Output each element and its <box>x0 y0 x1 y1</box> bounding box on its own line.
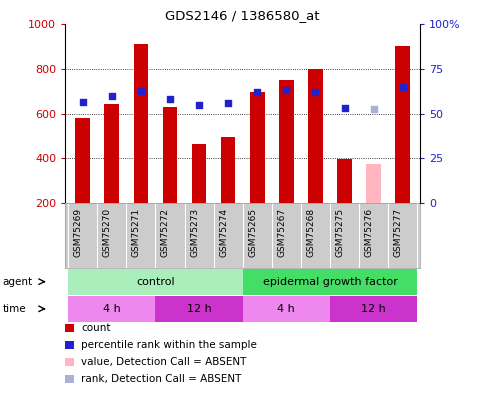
Bar <box>68 296 156 322</box>
Text: 4 h: 4 h <box>103 304 121 314</box>
Point <box>312 89 319 96</box>
Bar <box>250 92 265 203</box>
Text: agent: agent <box>2 277 32 287</box>
Point <box>399 83 407 90</box>
Bar <box>243 269 417 295</box>
Bar <box>134 45 148 203</box>
Bar <box>104 104 119 203</box>
Bar <box>367 164 381 203</box>
Text: control: control <box>136 277 175 287</box>
Bar <box>75 118 90 203</box>
Bar <box>221 137 235 203</box>
Text: GSM75267: GSM75267 <box>277 208 286 257</box>
Point <box>195 102 203 109</box>
Point <box>224 100 232 106</box>
Text: 12 h: 12 h <box>187 304 212 314</box>
Text: GSM75274: GSM75274 <box>219 208 228 257</box>
Point <box>370 106 378 112</box>
Bar <box>308 69 323 203</box>
Bar <box>68 269 243 295</box>
Text: GSM75273: GSM75273 <box>190 208 199 257</box>
Point <box>108 92 115 99</box>
Text: percentile rank within the sample: percentile rank within the sample <box>81 340 257 350</box>
Bar <box>163 107 177 203</box>
Text: count: count <box>81 323 111 333</box>
Text: epidermal growth factor: epidermal growth factor <box>263 277 398 287</box>
Text: GSM75269: GSM75269 <box>74 208 83 257</box>
Text: GSM75272: GSM75272 <box>161 208 170 257</box>
Bar <box>243 296 330 322</box>
Bar <box>330 296 417 322</box>
Text: GSM75271: GSM75271 <box>132 208 141 257</box>
Text: GSM75276: GSM75276 <box>365 208 374 257</box>
Point <box>137 88 145 94</box>
Text: GSM75277: GSM75277 <box>394 208 403 257</box>
Bar <box>192 144 206 203</box>
Title: GDS2146 / 1386580_at: GDS2146 / 1386580_at <box>166 9 320 22</box>
Bar <box>396 45 410 203</box>
Point <box>79 99 86 106</box>
Text: GSM75268: GSM75268 <box>306 208 315 257</box>
Text: rank, Detection Call = ABSENT: rank, Detection Call = ABSENT <box>81 374 242 384</box>
Bar <box>156 296 243 322</box>
Text: 12 h: 12 h <box>361 304 386 314</box>
Point <box>166 96 174 102</box>
Text: value, Detection Call = ABSENT: value, Detection Call = ABSENT <box>81 357 246 367</box>
Point <box>283 87 290 94</box>
Point <box>341 105 348 111</box>
Bar <box>337 160 352 203</box>
Text: 4 h: 4 h <box>277 304 295 314</box>
Point <box>254 89 261 96</box>
Text: GSM75275: GSM75275 <box>336 208 344 257</box>
Bar <box>279 80 294 203</box>
Text: GSM75265: GSM75265 <box>248 208 257 257</box>
Text: GSM75270: GSM75270 <box>103 208 112 257</box>
Text: time: time <box>2 304 26 314</box>
